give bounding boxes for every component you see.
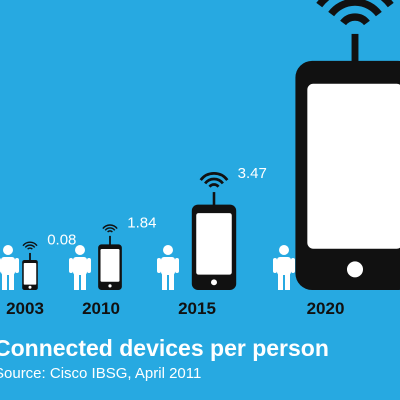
person-icon bbox=[0, 245, 19, 290]
person-arm bbox=[273, 258, 277, 273]
antenna bbox=[29, 252, 31, 261]
person-head bbox=[75, 245, 85, 255]
wifi-arc bbox=[104, 227, 116, 231]
person-icon bbox=[157, 245, 179, 290]
value-label: 3.47 bbox=[238, 165, 267, 182]
person-arm bbox=[291, 258, 295, 273]
person-torso bbox=[277, 257, 291, 275]
device bbox=[191, 172, 237, 290]
wifi-arc bbox=[208, 183, 220, 188]
wifi-arc bbox=[24, 244, 36, 248]
chart-title: Connected devices per person bbox=[0, 335, 329, 361]
phone-screen bbox=[23, 262, 37, 285]
x-tick-label: 2020 bbox=[307, 299, 345, 318]
antenna bbox=[212, 192, 216, 206]
wifi-arc bbox=[102, 224, 118, 230]
home-button bbox=[108, 284, 112, 288]
x-tick-label: 2015 bbox=[178, 299, 216, 318]
device bbox=[295, 0, 400, 290]
person-torso bbox=[1, 257, 15, 275]
person-arm bbox=[69, 258, 73, 273]
source-note: Source: Cisco IBSG, April 2011 bbox=[0, 365, 201, 382]
home-button bbox=[346, 261, 364, 278]
device bbox=[98, 224, 122, 290]
wifi-arc bbox=[27, 247, 33, 250]
wifi-arc bbox=[328, 0, 382, 17]
antenna bbox=[109, 235, 111, 246]
person-arm bbox=[157, 258, 161, 273]
person-head bbox=[3, 245, 13, 255]
home-button bbox=[211, 279, 217, 286]
wifi-arc bbox=[107, 230, 113, 233]
wifi-arc bbox=[22, 241, 38, 247]
home-button bbox=[28, 285, 32, 289]
person-arm bbox=[175, 258, 179, 273]
phone-screen bbox=[307, 83, 400, 249]
value-label: 1.84 bbox=[127, 214, 156, 231]
phone-screen bbox=[196, 213, 232, 275]
person-leg bbox=[278, 273, 283, 290]
wifi-arc bbox=[340, 13, 370, 26]
person-leg bbox=[169, 273, 174, 290]
x-tick-label: 2010 bbox=[82, 299, 120, 318]
person-head bbox=[163, 245, 173, 255]
person-torso bbox=[161, 257, 175, 275]
person-leg bbox=[162, 273, 167, 290]
person-arm bbox=[0, 258, 1, 273]
person-head bbox=[279, 245, 289, 255]
person-leg bbox=[2, 273, 7, 290]
person-icon bbox=[69, 245, 91, 290]
person-arm bbox=[87, 258, 91, 273]
person-leg bbox=[9, 273, 14, 290]
device bbox=[22, 241, 38, 290]
antenna bbox=[351, 33, 359, 62]
person-arm bbox=[15, 258, 19, 273]
person-leg bbox=[74, 273, 79, 290]
wifi-arc bbox=[199, 172, 229, 181]
person-torso bbox=[73, 257, 87, 275]
person-leg bbox=[285, 273, 290, 290]
person-icon bbox=[273, 245, 295, 290]
x-tick-label: 2003 bbox=[6, 299, 44, 318]
person-leg bbox=[81, 273, 86, 290]
phone-screen bbox=[100, 248, 120, 282]
wifi-arc bbox=[204, 177, 224, 185]
value-label: 0.08 bbox=[47, 232, 76, 249]
